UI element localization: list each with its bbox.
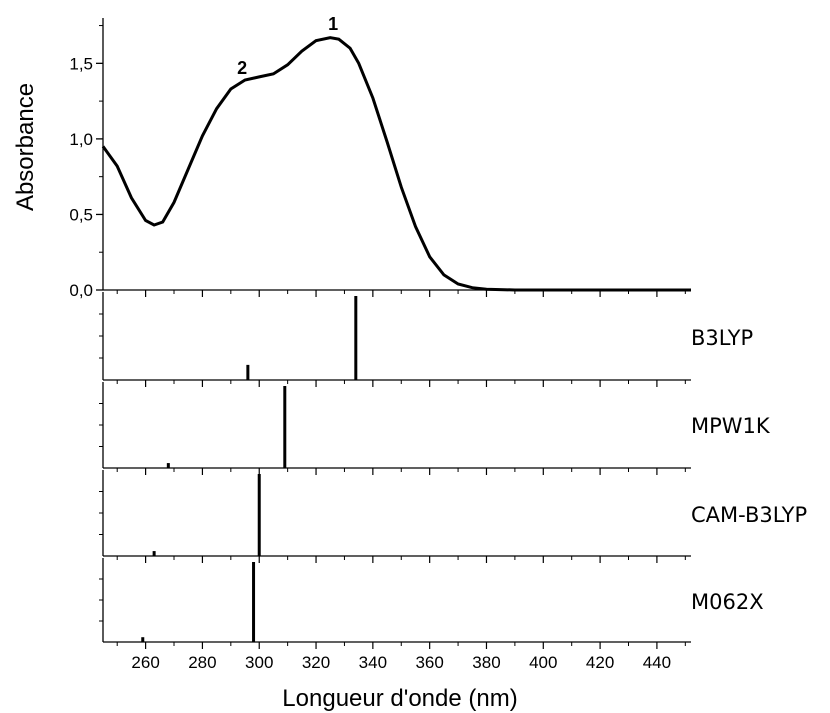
x-tick-label: 340 [359,653,387,672]
panel-method-label: B3LYP [691,326,753,350]
x-tick-label: 400 [529,653,557,672]
x-tick-label: 280 [188,653,216,672]
stick-panel-cam-b3lyp: CAM-B3LYP [99,470,807,556]
x-tick-label: 260 [131,653,159,672]
panel-method-label: M062X [691,590,764,614]
stick-panel-mpw1k: MPW1K [99,382,771,468]
axes: 0,0 0,5 1,0 1,5 260 280 300 320 340 360 380 400 420 4… [69,18,691,672]
panel-method-label: CAM-B3LYP [691,503,807,527]
absorbance-spectrum-line [101,36,691,292]
stick-panel-b3lyp: B3LYP [99,292,753,380]
y-tick-label: 0,5 [69,205,93,224]
x-tick-label: 360 [415,653,443,672]
y-tick-label: 1,5 [69,54,93,73]
x-tick-label: 420 [586,653,614,672]
y-tick-label: 1,0 [69,130,93,149]
peak-annotation: 2 [237,58,247,78]
y-axis-title: Absorbance [12,83,39,211]
x-tick-label: 320 [302,653,330,672]
x-tick-label: 440 [643,653,671,672]
y-tick-label: 0,0 [69,281,93,300]
peak-annotation: 1 [328,14,338,34]
panel-method-label: MPW1K [691,414,771,438]
absorbance-panel: 12 [101,14,691,292]
stick-panel-m062x: M062X [99,558,764,642]
x-tick-label: 300 [245,653,273,672]
x-axis-title: Longueur d'onde (nm) [282,685,517,712]
stick-panels: B3LYP MPW1K CAM-B3LYP M062X [99,292,807,642]
x-tick-label: 380 [472,653,500,672]
